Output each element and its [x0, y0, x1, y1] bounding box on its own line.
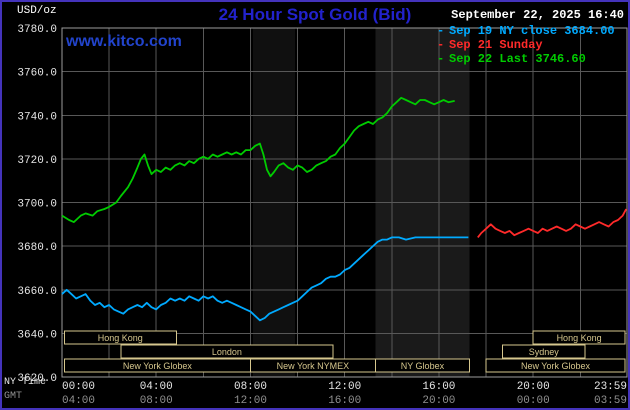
x-tick-label-gmt: 04:00 [62, 395, 95, 407]
session-label: New York Globex [123, 361, 193, 371]
session-label: London [212, 347, 242, 357]
y-tick-label: 3760.0 [17, 68, 57, 80]
x-tick-label-gmt: 16:00 [328, 395, 361, 407]
x-tick-label-ny: 23:59 [594, 381, 627, 393]
x-tick-label-gmt: 12:00 [234, 395, 267, 407]
session-box [120, 344, 334, 359]
y-tick-label: 3700.0 [17, 199, 57, 211]
session-box [374, 358, 470, 373]
chart-title: 24 Hour Spot Gold (Bid) [218, 5, 412, 24]
x-tick-label-ny: 00:00 [62, 381, 95, 393]
legend-item: - Sep 19 NY close 3684.00 [437, 24, 615, 38]
session-box [485, 358, 626, 373]
series-line-sep22 [61, 96, 455, 224]
legend-item: - Sep 22 Last 3746.60 [437, 52, 615, 66]
x-tick-label-gmt: 00:00 [517, 395, 550, 407]
x-tick-label-ny: 12:00 [328, 381, 361, 393]
legend-item: - Sep 21 Sunday [437, 38, 615, 52]
y-tick-label: 3660.0 [17, 286, 57, 298]
session-box [532, 330, 626, 345]
x-tick-label-ny: 04:00 [140, 381, 173, 393]
session-box [63, 330, 177, 345]
y-tick-label: 3680.0 [17, 242, 57, 254]
legend: - Sep 19 NY close 3684.00- Sep 21 Sunday - S… [437, 24, 615, 66]
session-label: New York NYMEX [277, 361, 350, 371]
session-label: NY Globex [401, 361, 445, 371]
legend-label: Sep 22 Last 3746.60 [449, 52, 586, 66]
legend-dash-icon: - [437, 24, 445, 38]
session-label: New York Globex [521, 361, 591, 371]
chart-timestamp: September 22, 2025 16:40 [451, 8, 624, 22]
session-label: Hong Kong [557, 333, 602, 343]
session-label: Sydney [529, 347, 560, 357]
x-tick-label-gmt: 03:59 [594, 395, 627, 407]
y-tick-label: 3640.0 [17, 329, 57, 341]
session-label: Hong Kong [98, 333, 143, 343]
legend-label: Sep 19 NY close 3684.00 [449, 24, 615, 38]
x-tick-label-gmt: 20:00 [422, 395, 455, 407]
ny-time-axis-caption: NY Time [4, 377, 47, 388]
y-tick-label: 3740.0 [17, 111, 57, 123]
y-tick-label: 3620.0 [17, 373, 57, 385]
x-tick-label-ny: 20:00 [517, 381, 550, 393]
y-tick-label: 3720.0 [17, 155, 57, 167]
y-tick-label: 3780.0 [17, 24, 57, 36]
legend-label: Sep 21 Sunday [449, 38, 543, 52]
x-tick-label-gmt: 08:00 [140, 395, 173, 407]
session-box [502, 344, 586, 359]
price-unit-label: USD/oz [17, 5, 57, 17]
series-line-sep21 [477, 208, 627, 238]
series-line-sep19 [61, 236, 469, 322]
legend-dash-icon: - [437, 52, 445, 66]
legend-dash-icon: - [437, 38, 445, 52]
x-tick-label-ny: 08:00 [234, 381, 267, 393]
x-tick-label-ny: 16:00 [422, 381, 455, 393]
plot-frame [61, 27, 628, 378]
kitco-watermark-link[interactable]: www.kitco.com [66, 33, 182, 50]
gmt-axis-caption: GMT [4, 391, 23, 402]
